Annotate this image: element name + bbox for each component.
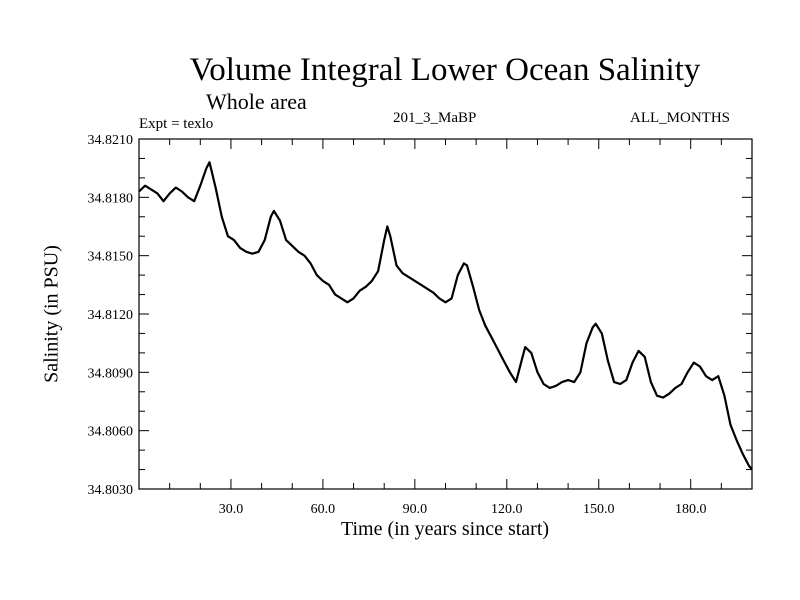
series-line: [138, 161, 753, 471]
x-tick-label: 90.0: [403, 502, 428, 517]
x-tick-label: 150.0: [583, 502, 615, 517]
x-tick-label: 30.0: [219, 502, 244, 517]
x-tick-label: 120.0: [491, 502, 523, 517]
chart-title: Volume Integral Lower Ocean Salinity: [189, 52, 701, 88]
x-tick-label: 180.0: [675, 502, 707, 517]
y-tick-label: 34.8150: [88, 250, 134, 265]
x-axis-label: Time (in years since start): [340, 518, 550, 540]
plot-frame: [138, 138, 753, 490]
chart-subtitle: Whole area: [206, 89, 307, 114]
y-tick-label: 34.8180: [88, 191, 134, 206]
y-tick-label: 34.8120: [88, 308, 134, 323]
x-tick-label: 60.0: [311, 502, 336, 517]
experiment-label: Expt = texlo: [139, 116, 214, 132]
y-tick-label: 34.8030: [88, 483, 134, 498]
months-label: ALL_MONTHS: [630, 110, 730, 126]
y-tick-label: 34.8060: [88, 425, 134, 440]
y-tick-label: 34.8210: [88, 133, 134, 148]
run-label: 201_3_MaBP: [393, 110, 477, 126]
y-tick-label: 34.8090: [88, 366, 134, 381]
